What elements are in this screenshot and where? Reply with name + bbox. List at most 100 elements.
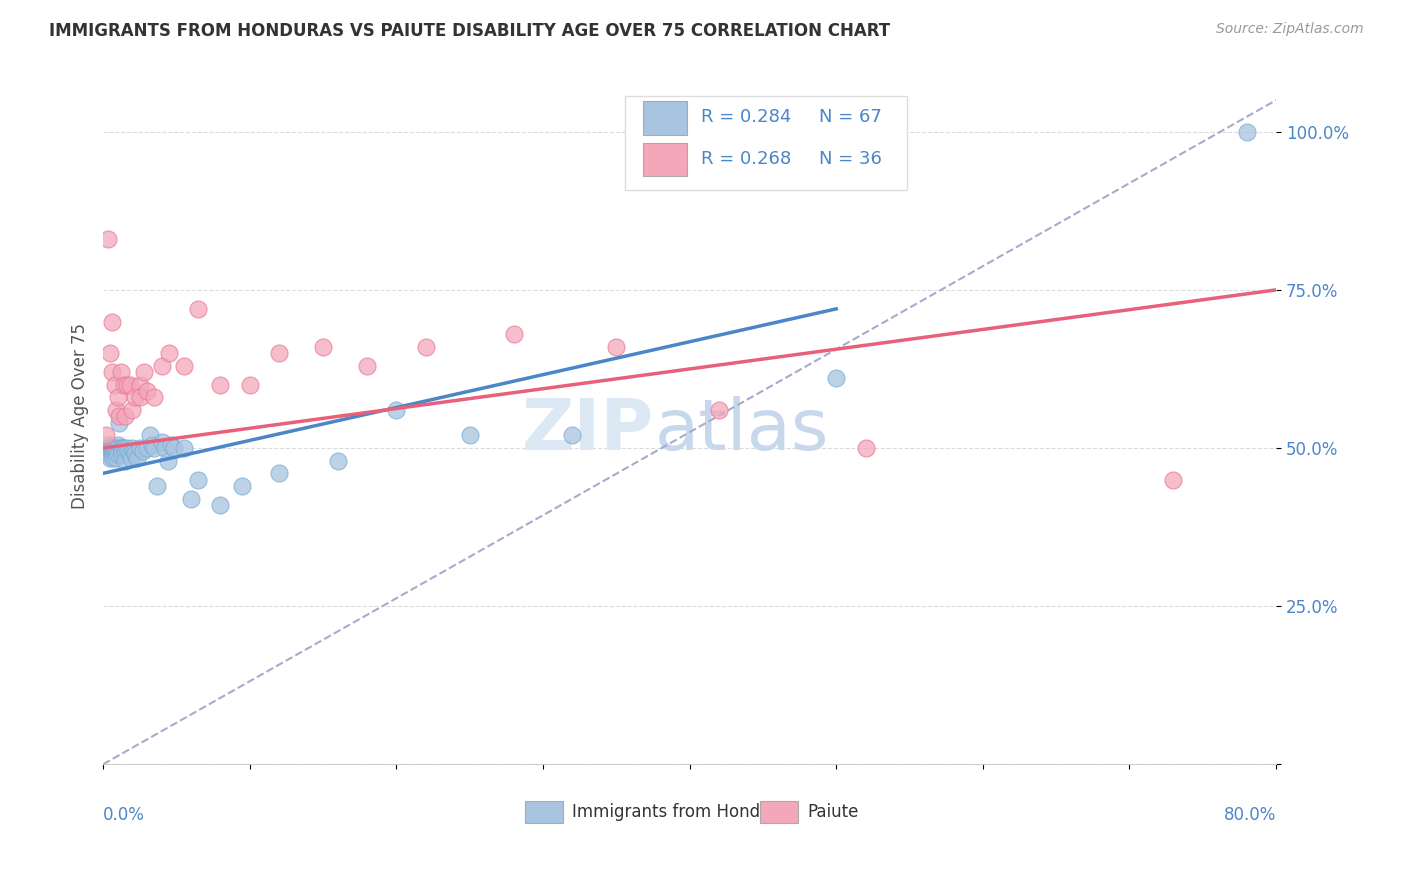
Text: Paiute: Paiute	[807, 804, 858, 822]
Point	[103, 450, 125, 465]
Y-axis label: Disability Age Over 75: Disability Age Over 75	[72, 324, 89, 509]
Point	[100, 447, 122, 461]
Text: atlas: atlas	[654, 396, 828, 465]
Point	[110, 447, 132, 461]
Point	[128, 391, 150, 405]
Point	[239, 377, 262, 392]
Point	[187, 473, 209, 487]
Point	[104, 444, 127, 458]
Point	[136, 384, 159, 398]
Point	[139, 428, 162, 442]
Point	[101, 441, 124, 455]
Point	[114, 444, 136, 458]
Point	[105, 441, 128, 455]
Point	[100, 346, 122, 360]
Point	[707, 403, 730, 417]
Point	[110, 365, 132, 379]
Point	[141, 438, 163, 452]
Point	[150, 434, 173, 449]
Point	[385, 403, 408, 417]
Point	[825, 371, 848, 385]
Point	[855, 441, 877, 455]
Point	[100, 450, 122, 465]
Point	[118, 377, 141, 392]
Point	[115, 441, 138, 455]
Point	[128, 377, 150, 392]
Point	[111, 441, 134, 455]
Point	[98, 444, 121, 458]
Point	[105, 450, 128, 465]
Point	[98, 438, 121, 452]
Point	[1236, 125, 1258, 139]
Point	[458, 428, 481, 442]
Point	[105, 444, 128, 458]
FancyBboxPatch shape	[643, 101, 688, 135]
Text: Source: ZipAtlas.com: Source: ZipAtlas.com	[1216, 22, 1364, 37]
Point	[104, 377, 127, 392]
Point	[1163, 473, 1185, 487]
Text: Immigrants from Honduras: Immigrants from Honduras	[572, 804, 797, 822]
Point	[121, 403, 143, 417]
Point	[112, 441, 135, 455]
Point	[128, 441, 150, 455]
Point	[117, 444, 139, 458]
FancyBboxPatch shape	[526, 801, 562, 823]
Point	[156, 453, 179, 467]
FancyBboxPatch shape	[626, 96, 907, 190]
Point	[103, 447, 125, 461]
Point	[111, 444, 134, 458]
Point	[153, 441, 176, 455]
Point	[162, 441, 184, 455]
Text: ZIP: ZIP	[522, 396, 654, 465]
Point	[312, 340, 335, 354]
Point	[267, 467, 290, 481]
Point	[173, 359, 195, 373]
Point	[134, 365, 156, 379]
Point	[326, 453, 349, 467]
Point	[105, 403, 128, 417]
Point	[605, 340, 627, 354]
Point	[104, 441, 127, 455]
Point	[115, 377, 138, 392]
Point	[124, 447, 146, 461]
Point	[267, 346, 290, 360]
Point	[121, 441, 143, 455]
Point	[108, 409, 131, 424]
Point	[146, 479, 169, 493]
Point	[114, 453, 136, 467]
Point	[100, 441, 122, 455]
FancyBboxPatch shape	[761, 801, 797, 823]
Text: R = 0.268: R = 0.268	[702, 150, 792, 168]
Text: N = 36: N = 36	[818, 150, 882, 168]
Point	[136, 441, 159, 455]
Point	[103, 441, 125, 455]
FancyBboxPatch shape	[643, 143, 688, 177]
Text: R = 0.284: R = 0.284	[702, 108, 792, 127]
Point	[231, 479, 253, 493]
Point	[107, 391, 129, 405]
Point	[107, 447, 129, 461]
Point	[143, 391, 166, 405]
Point	[94, 428, 117, 442]
Text: IMMIGRANTS FROM HONDURAS VS PAIUTE DISABILITY AGE OVER 75 CORRELATION CHART: IMMIGRANTS FROM HONDURAS VS PAIUTE DISAB…	[49, 22, 890, 40]
Point	[120, 450, 142, 465]
Point	[104, 447, 127, 461]
Point	[101, 441, 124, 455]
Point	[502, 327, 524, 342]
Point	[101, 447, 124, 461]
Point	[107, 441, 129, 455]
Point	[125, 450, 148, 465]
Point	[122, 444, 145, 458]
Point	[415, 340, 437, 354]
Point	[101, 365, 124, 379]
Point	[132, 444, 155, 458]
Point	[107, 438, 129, 452]
Text: 0.0%: 0.0%	[103, 806, 145, 824]
Point	[561, 428, 583, 442]
Point	[209, 377, 232, 392]
Point	[180, 491, 202, 506]
Point	[98, 441, 121, 455]
Point	[114, 409, 136, 424]
Point	[143, 441, 166, 455]
Point	[112, 377, 135, 392]
